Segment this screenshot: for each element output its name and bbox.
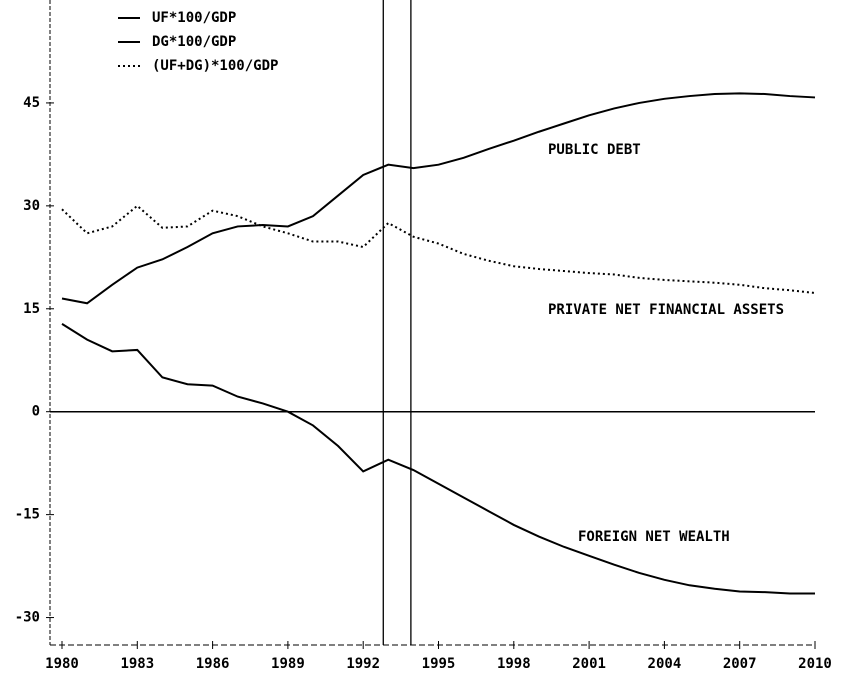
x-tick-label: 2001 (572, 656, 606, 672)
x-tick-label: 1986 (196, 656, 230, 672)
x-tick-label: 1995 (422, 656, 456, 672)
x-tick-label: 2010 (798, 656, 832, 672)
legend-label: DG*100/GDP (152, 34, 236, 50)
x-tick-label: 1980 (45, 656, 79, 672)
series-line (61, 92, 816, 305)
x-tick-label: 2004 (648, 656, 682, 672)
y-tick-label: 15 (23, 301, 40, 317)
y-tick-label: -15 (15, 507, 40, 523)
x-tick-label: 1998 (497, 656, 531, 672)
x-tick-label: 1983 (120, 656, 154, 672)
y-tick-label: -30 (15, 610, 40, 626)
x-tick-label: 2007 (723, 656, 757, 672)
series-line (61, 323, 815, 595)
y-tick-label: 0 (32, 404, 40, 420)
annotation: PUBLIC DEBT (548, 142, 641, 158)
annotation: PRIVATE NET FINANCIAL ASSETS (548, 302, 784, 318)
series-line (61, 204, 816, 294)
y-tick-label: 30 (23, 198, 40, 214)
x-tick-label: 1992 (346, 656, 380, 672)
annotation: FOREIGN NET WEALTH (578, 529, 730, 545)
legend-label: UF*100/GDP (152, 10, 236, 26)
legend-label: (UF+DG)*100/GDP (152, 58, 278, 74)
x-tick-label: 1989 (271, 656, 305, 672)
y-tick-label: 45 (23, 95, 40, 111)
